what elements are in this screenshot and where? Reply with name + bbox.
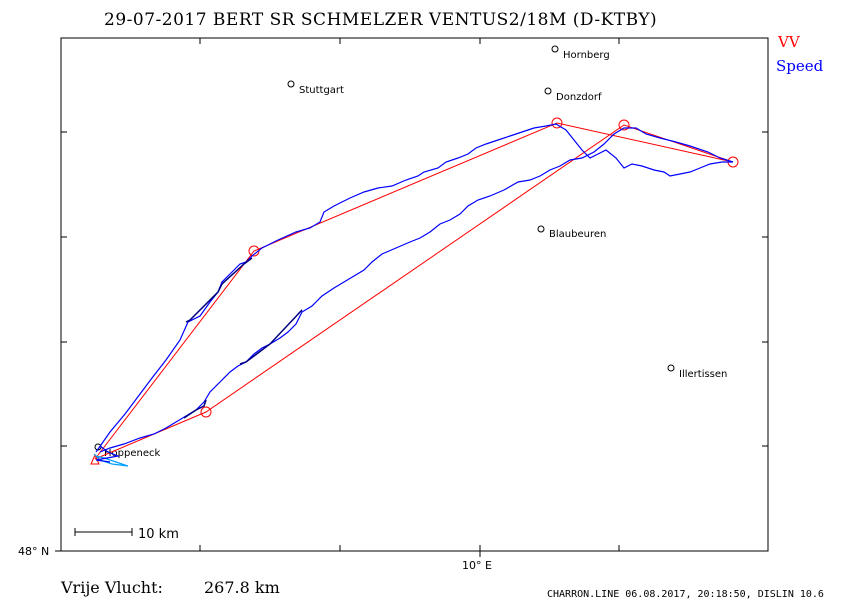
footer-info: CHARRON.LINE 06.08.2017, 20:18:50, DISLI… (547, 589, 824, 600)
scale-bar-label: 10 km (138, 527, 179, 542)
frame-ticks (55, 38, 768, 557)
longitude-label: 10° E (462, 559, 492, 572)
distance-value: 267.8 km (204, 578, 280, 597)
town-marker-icon (551, 45, 559, 53)
distance-label: Vrije Vlucht: (60, 578, 163, 597)
turnpoint-marker-icon (551, 117, 563, 129)
scale-bar (74, 528, 133, 536)
town-stuttgart: Stuttgart (287, 80, 344, 96)
town-marker-icon (667, 364, 675, 372)
svg-text:Donzdorf: Donzdorf (556, 92, 602, 103)
svg-text:Hornberg: Hornberg (563, 50, 610, 61)
town-marker-icon (537, 225, 545, 233)
svg-text:Blaubeuren: Blaubeuren (549, 229, 606, 240)
map-frame (60, 37, 769, 552)
legend-vv: VV (777, 33, 801, 51)
town-illertissen: Illertissen (667, 364, 727, 380)
town-donzdorf: Donzdorf (544, 87, 602, 103)
task-route (90, 117, 739, 465)
turnpoint-marker-icon (200, 406, 212, 418)
flight-track (93, 123, 734, 467)
turnpoint-marker-icon (618, 119, 630, 131)
town-blaubeuren: Blaubeuren (537, 225, 606, 240)
legend-speed: Speed (776, 57, 824, 75)
town-marker-icon (544, 87, 552, 95)
town-hornberg: Hornberg (551, 45, 610, 61)
svg-text:Stuttgart: Stuttgart (299, 85, 344, 96)
town-marker-icon (287, 80, 295, 88)
svg-text:Illertissen: Illertissen (679, 369, 727, 380)
svg-text:Hoppeneck: Hoppeneck (104, 448, 160, 459)
latitude-label: 48° N (18, 545, 49, 558)
map-title: 29-07-2017 BERT SR SCHMELZER VENTUS2/18M… (104, 10, 657, 30)
